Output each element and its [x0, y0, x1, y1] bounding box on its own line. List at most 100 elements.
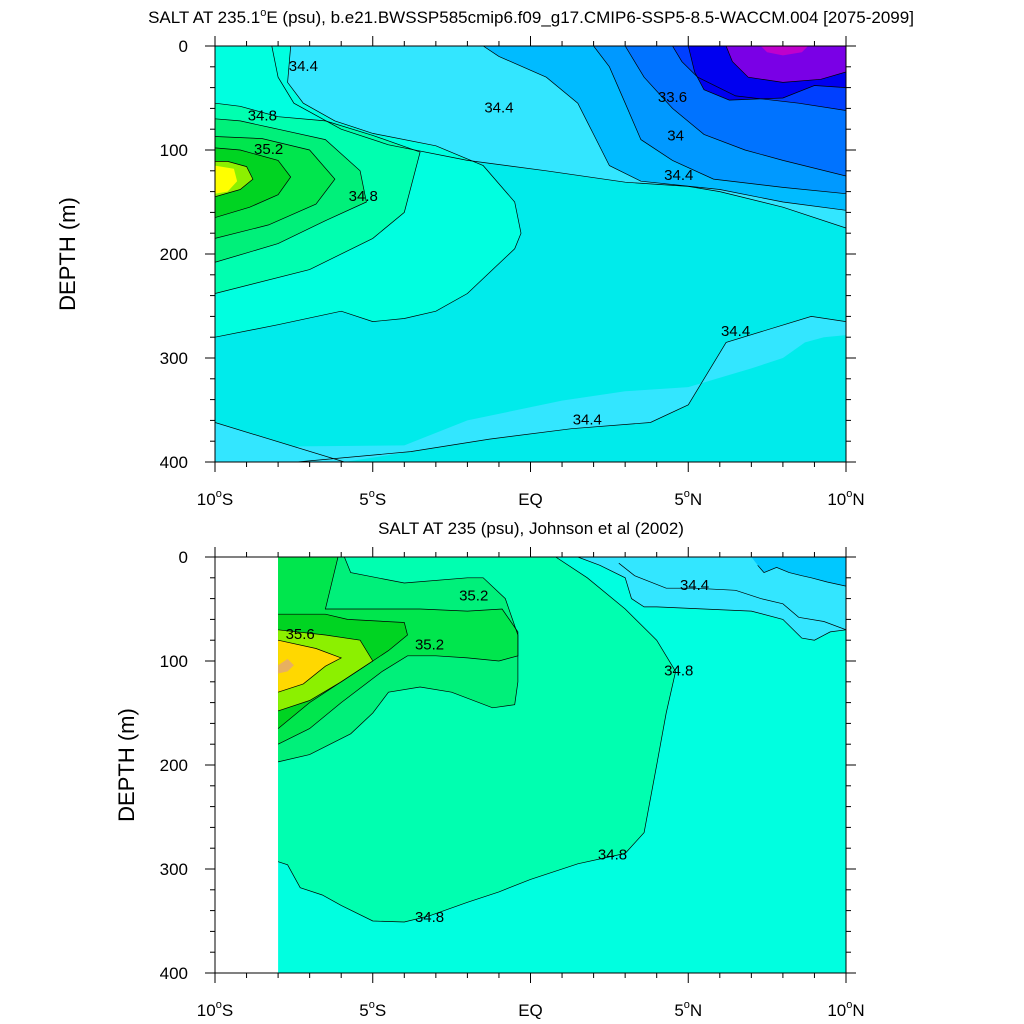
contour-line [757, 565, 846, 587]
contour-line [687, 46, 846, 101]
degree-sup: o [846, 488, 852, 500]
title-text: SALT AT 235 (psu), Johnson et al (2002) [378, 519, 684, 538]
contour-label: 34.8 [664, 662, 693, 679]
contour-label: 34.4 [721, 323, 750, 340]
contour-line [624, 46, 846, 177]
hemisphere: N [852, 490, 864, 509]
contour-line [215, 102, 421, 294]
x-tick-label: 10oS [197, 488, 233, 509]
contour-line [277, 639, 343, 693]
degree-sup: o [369, 999, 375, 1011]
degree-sup: o [684, 488, 690, 500]
x-tick-value: 5 [359, 490, 368, 509]
x-tick-value: 5 [674, 1001, 683, 1020]
contour-line [271, 46, 846, 229]
contour-line [278, 557, 519, 763]
contour-line [725, 46, 846, 83]
contour-line [215, 422, 345, 462]
contour-line [215, 46, 522, 338]
x-tick-label: 5oN [674, 488, 702, 509]
degree-sup: o [846, 999, 852, 1011]
x-tick-label: 10oS [197, 999, 233, 1020]
y-tick-label: 0 [179, 37, 188, 56]
x-tick-label: EQ [518, 1001, 543, 1020]
y-axis-title: DEPTH (m) [55, 197, 80, 311]
contour-label: 34.4 [664, 167, 693, 184]
contour-fill-33 [726, 46, 846, 83]
contour-line [215, 147, 292, 218]
panel-top: 34.4 34.8 35.2 34.8 34.4 33.6 34 34.4 34.4 34.4 0 1… [55, 7, 914, 509]
contour-fill-34.2 [751, 557, 846, 587]
x-tick-label: 5oS [359, 999, 386, 1020]
x-tick-value: 10 [827, 490, 846, 509]
chart-title: SALT AT 235.1oE (psu), b.e21.BWSSP585cmi… [148, 7, 914, 27]
x-tick-value: 10 [197, 490, 216, 509]
x-tick-value: 10 [197, 1001, 216, 1020]
degree-sup: o [684, 999, 690, 1011]
contour-fill-35.2 [278, 557, 518, 745]
hemisphere: S [375, 490, 386, 509]
plot-area: 34.4 35.2 35.6 35.2 34.8 34.8 34.8 [277, 557, 846, 973]
x-tick-label: 5oN [674, 999, 702, 1020]
y-tick-label: 300 [160, 860, 188, 879]
contour-label: 34 [667, 127, 684, 144]
contour-line [593, 46, 846, 195]
contour-line [215, 118, 367, 263]
contour-line [483, 46, 846, 211]
contour-label: 34.4 [573, 411, 602, 428]
contour-line [296, 316, 846, 462]
contour-label: 34.8 [598, 846, 627, 863]
hemisphere: S [375, 1001, 386, 1020]
hemisphere: N [852, 1001, 864, 1020]
degree-sup: o [216, 999, 222, 1011]
hemisphere: N [690, 490, 702, 509]
y-axis-title: DEPTH (m) [114, 708, 139, 822]
contour-line [618, 562, 846, 631]
chart-title: SALT AT 235 (psu), Johnson et al (2002) [378, 519, 684, 538]
y-tick-label: 300 [160, 349, 188, 368]
contour-label: 34.4 [484, 99, 513, 116]
y-tick-label: 400 [160, 453, 188, 472]
y-tick-label: 100 [160, 141, 188, 160]
contour-label: 35.6 [286, 626, 315, 643]
contour-label: 35.2 [415, 636, 444, 653]
degree-sup: o [369, 488, 375, 500]
contour-label: 35.2 [459, 587, 488, 604]
x-tick-label: EQ [518, 490, 543, 509]
y-tick-label: 200 [160, 245, 188, 264]
y-tick-label: 200 [160, 756, 188, 775]
title-text: SALT AT 235.1 [148, 8, 260, 27]
contour-line [577, 557, 846, 641]
y-tick-label: 400 [160, 964, 188, 983]
y-tick-label: 0 [179, 548, 188, 567]
contour-label: 34.4 [680, 577, 709, 594]
x-tick-value: EQ [518, 490, 543, 509]
contour-fill-35.8 [278, 640, 342, 693]
contour-line [672, 46, 846, 111]
x-tick-label: 10oN [827, 488, 864, 509]
contour-line [277, 557, 676, 923]
panel-bottom: 34.4 35.2 35.6 35.2 34.8 34.8 34.8 0 100 200 300 40… [114, 519, 865, 1020]
hemisphere: S [222, 490, 233, 509]
contour-fill-32.8 [760, 46, 809, 56]
contour-line [277, 557, 519, 745]
contour-line [215, 161, 254, 198]
contour-label: 33.6 [658, 89, 687, 106]
title-degree-sup: o [260, 7, 266, 19]
x-tick-value: 5 [674, 490, 683, 509]
x-tick-value: 10 [827, 1001, 846, 1020]
x-tick-label: 10oN [827, 999, 864, 1020]
y-tick-label: 100 [160, 652, 188, 671]
x-tick-value: 5 [359, 1001, 368, 1020]
x-tick-value: EQ [518, 1001, 543, 1020]
hemisphere: N [690, 1001, 702, 1020]
contour-fill-36 [278, 658, 294, 674]
contour-label: 35.2 [254, 141, 283, 158]
x-tick-label: 5oS [359, 488, 386, 509]
plot-area: 34.4 34.8 35.2 34.8 34.4 33.6 34 34.4 34.4 34.4 [215, 46, 846, 462]
contour-line [277, 613, 408, 729]
contour-fill-35.8 [215, 165, 238, 194]
contour-label: 34.4 [289, 58, 318, 75]
contour-label: 34.8 [248, 108, 277, 125]
